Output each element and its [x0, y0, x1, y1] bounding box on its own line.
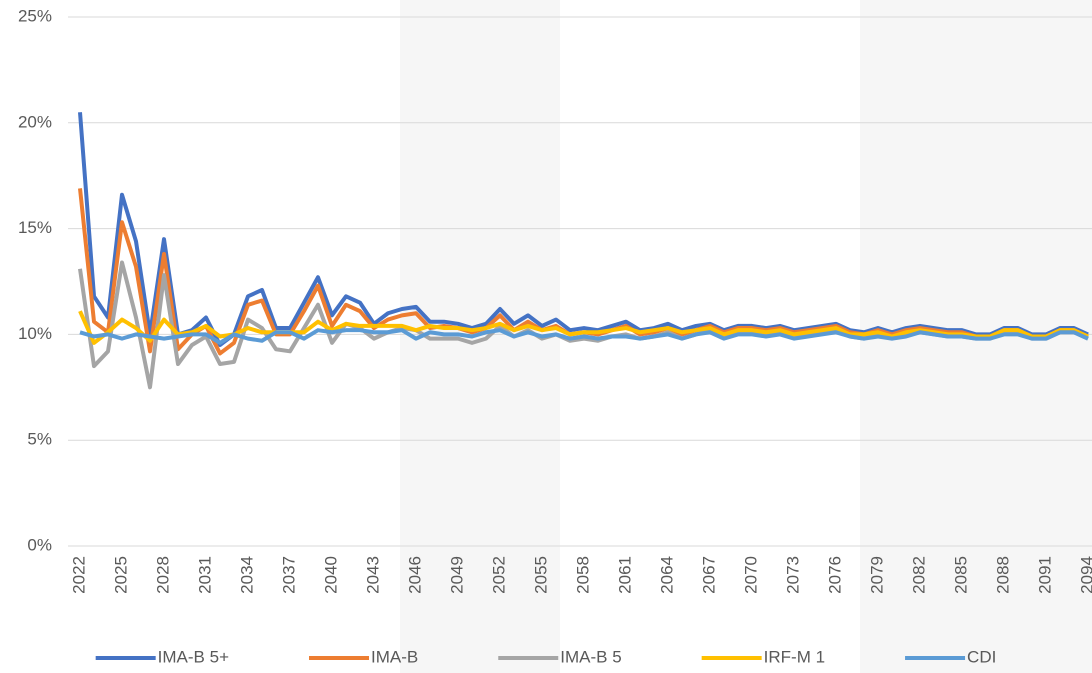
- x-tick-label: 2082: [909, 556, 928, 594]
- legend-label: IMA-B: [371, 647, 418, 666]
- x-tick-label: 2052: [489, 556, 508, 594]
- x-tick-label: 2046: [405, 556, 424, 594]
- x-tick-label: 2028: [153, 556, 172, 594]
- x-tick-label: 2049: [447, 556, 466, 594]
- legend: IMA-B 5+ IMA-B IMA-B 5 IRF-M 1 CDI: [95, 647, 996, 666]
- series-line: [79, 328, 1089, 345]
- x-tick-label: 2073: [783, 556, 802, 594]
- y-tick-label: 10%: [18, 324, 52, 343]
- x-tick-label: 2034: [237, 556, 256, 594]
- x-tick-label: 2061: [615, 556, 634, 594]
- x-tick-label: 2055: [531, 556, 550, 594]
- x-tick-label: 2025: [111, 556, 130, 594]
- x-tick-label: 2076: [825, 556, 844, 594]
- x-tick-label: 2079: [867, 556, 886, 594]
- x-tick-label: 2064: [657, 556, 676, 594]
- y-tick-label: 0%: [27, 535, 52, 554]
- y-tick-label: 20%: [18, 112, 52, 131]
- x-tick-label: 2070: [741, 556, 760, 594]
- series-line: [78, 310, 1089, 345]
- legend-label: IMA-B 5: [560, 647, 621, 666]
- x-tick-label: 2094: [1077, 556, 1092, 594]
- legend-label: IRF-M 1: [764, 647, 825, 666]
- series-line: [78, 112, 1089, 347]
- x-tick-label: 2088: [993, 556, 1012, 594]
- x-tick-label: 2067: [699, 556, 718, 594]
- legend-label: IMA-B 5+: [158, 647, 229, 666]
- x-tick-label: 2022: [69, 556, 88, 594]
- x-tick-label: 2043: [363, 556, 382, 594]
- x-tick-label: 2091: [1035, 556, 1054, 594]
- legend-label: CDI: [967, 647, 996, 666]
- x-tick-label: 2040: [321, 556, 340, 594]
- x-tick-label: 2058: [573, 556, 592, 594]
- y-tick-label: 25%: [18, 6, 52, 25]
- y-tick-label: 15%: [18, 218, 52, 237]
- x-tick-label: 2031: [195, 556, 214, 594]
- y-tick-label: 5%: [27, 430, 52, 449]
- x-tick-label: 2037: [279, 556, 298, 594]
- x-tick-label: 2085: [951, 556, 970, 594]
